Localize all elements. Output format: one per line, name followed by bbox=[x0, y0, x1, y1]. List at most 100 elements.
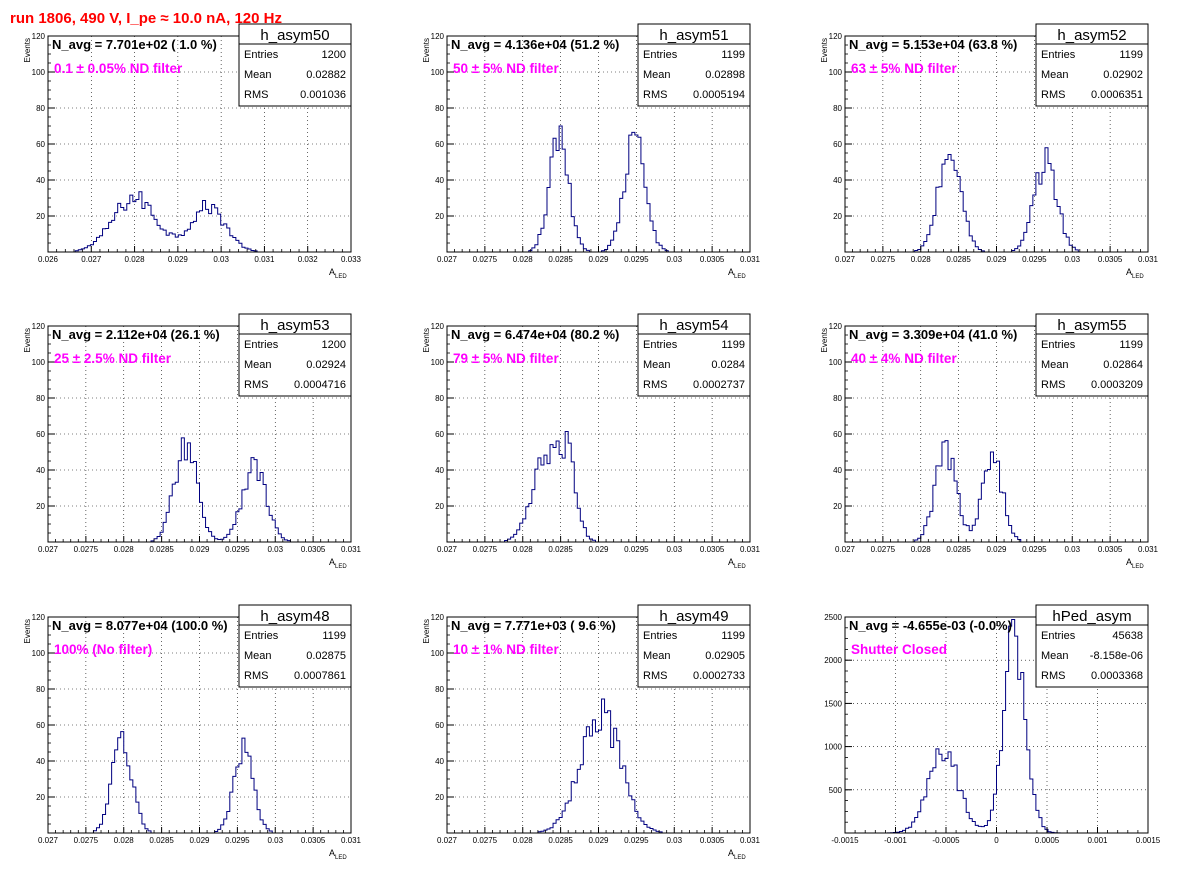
stats-title: h_asym53 bbox=[260, 317, 329, 334]
stats-value: 0.001036 bbox=[300, 89, 346, 101]
x-tick-label: 0.0275 bbox=[473, 836, 498, 845]
x-tick-label: 0.027 bbox=[38, 545, 59, 554]
navg-label: N_avg = 3.309e+04 (41.0 %) bbox=[849, 327, 1017, 342]
y-tick-label: 60 bbox=[36, 140, 45, 149]
x-tick-label: 0.029 bbox=[986, 255, 1007, 264]
y-tick-label: 80 bbox=[36, 104, 45, 113]
y-axis-label: Events bbox=[23, 38, 32, 62]
stats-title: h_asym52 bbox=[1057, 27, 1126, 44]
x-tick-label: 0.032 bbox=[298, 255, 319, 264]
stats-key: Entries bbox=[244, 49, 279, 61]
stats-value: 0.0002733 bbox=[693, 670, 745, 682]
y-tick-label: 20 bbox=[833, 502, 842, 511]
y-tick-label: 40 bbox=[833, 176, 842, 185]
x-tick-label: 0.0285 bbox=[149, 545, 174, 554]
histogram-bars bbox=[48, 191, 351, 253]
x-tick-label: 0.0015 bbox=[1136, 836, 1161, 845]
stats-title: hPed_asym bbox=[1052, 608, 1131, 625]
x-tick-label: 0.031 bbox=[1138, 255, 1159, 264]
x-tick-label: 0.0285 bbox=[946, 545, 971, 554]
x-tick-label: -0.0005 bbox=[932, 836, 960, 845]
histogram-panel-h_asym54: 0.027 0.0275 0.028 0.0285 0.029 0.0295 0.03 0.0… bbox=[422, 313, 761, 570]
x-tick-label: 0.028 bbox=[911, 545, 932, 554]
y-tick-label: 20 bbox=[36, 212, 45, 221]
x-tick-label: 0.03 bbox=[1064, 255, 1080, 264]
x-tick-label: 0.0295 bbox=[1022, 545, 1047, 554]
y-axis-label: Events bbox=[820, 38, 829, 62]
histogram-panel-h_asym51: 0.027 0.0275 0.028 0.0285 0.029 0.0295 0.03 0.0… bbox=[422, 23, 761, 280]
y-tick-label: 40 bbox=[435, 466, 444, 475]
y-tick-label: 80 bbox=[833, 394, 842, 403]
x-axis-label: ALED bbox=[329, 557, 347, 570]
x-tick-label: 0.0285 bbox=[548, 836, 573, 845]
x-tick-label: 0.028 bbox=[125, 255, 146, 264]
stats-value: 1199 bbox=[322, 630, 346, 642]
stats-box bbox=[637, 313, 751, 397]
stats-box bbox=[238, 604, 352, 688]
x-tick-label: 0.0275 bbox=[871, 255, 896, 264]
x-tick-label: 0.0285 bbox=[548, 545, 573, 554]
x-tick-label: 0.028 bbox=[513, 255, 534, 264]
y-axis-label: Events bbox=[422, 619, 431, 643]
x-tick-label: 0.0305 bbox=[700, 255, 725, 264]
x-axis-label-sub: LED bbox=[734, 274, 746, 280]
stats-title: h_asym48 bbox=[260, 608, 329, 625]
x-tick-label: 0.03 bbox=[666, 255, 682, 264]
stats-box bbox=[1035, 23, 1149, 107]
page-title: run 1806, 490 V, I_pe ≈ 10.0 nA, 120 Hz bbox=[10, 10, 282, 27]
x-tick-label: 0.0275 bbox=[74, 545, 99, 554]
y-tick-label: 40 bbox=[435, 176, 444, 185]
stats-key: RMS bbox=[1041, 670, 1065, 682]
x-tick-label: 0.03 bbox=[1064, 545, 1080, 554]
y-tick-label: 20 bbox=[36, 502, 45, 511]
x-tick-label: 0.0305 bbox=[1098, 545, 1123, 554]
y-tick-label: 100 bbox=[829, 358, 843, 367]
y-tick-label: 120 bbox=[431, 32, 445, 41]
x-tick-label: 0.0295 bbox=[1022, 255, 1047, 264]
x-tick-label: 0.027 bbox=[437, 545, 458, 554]
x-tick-label: 0.027 bbox=[38, 836, 59, 845]
y-tick-label: 100 bbox=[32, 649, 46, 658]
y-tick-label: 100 bbox=[431, 649, 445, 658]
y-axis-label: Events bbox=[422, 328, 431, 352]
y-tick-label: 120 bbox=[829, 32, 843, 41]
stats-key: Entries bbox=[1041, 49, 1076, 61]
stats-title: h_asym51 bbox=[659, 27, 728, 44]
x-tick-label: 0.027 bbox=[835, 255, 856, 264]
y-axis-label: Events bbox=[23, 619, 32, 643]
navg-label: N_avg = -4.655e-03 (-0.0%) bbox=[849, 618, 1012, 633]
y-tick-label: 20 bbox=[36, 793, 45, 802]
navg-label: N_avg = 4.136e+04 (51.2 %) bbox=[451, 37, 619, 52]
y-tick-label: 60 bbox=[833, 430, 842, 439]
x-tick-label: 0.027 bbox=[437, 836, 458, 845]
x-tick-label: 0.0275 bbox=[74, 836, 99, 845]
x-tick-label: 0.03 bbox=[267, 545, 283, 554]
x-tick-label: 0.0275 bbox=[473, 255, 498, 264]
stats-value: 1200 bbox=[322, 339, 346, 351]
x-tick-label: 0.0305 bbox=[1098, 255, 1123, 264]
x-tick-label: 0.03 bbox=[267, 836, 283, 845]
y-tick-label: 500 bbox=[829, 786, 843, 795]
y-axis-label: Events bbox=[422, 38, 431, 62]
x-tick-label: 0.027 bbox=[81, 255, 102, 264]
stats-key: RMS bbox=[643, 379, 667, 391]
y-axis-label: Events bbox=[820, 328, 829, 352]
navg-label: N_avg = 2.112e+04 (26.1 %) bbox=[52, 327, 220, 342]
stats-key: Entries bbox=[643, 630, 678, 642]
x-tick-label: 0.031 bbox=[740, 255, 761, 264]
stats-key: Entries bbox=[643, 49, 678, 61]
histogram-panel-h_asym49: 0.027 0.0275 0.028 0.0285 0.029 0.0295 0.03 0.0… bbox=[422, 604, 761, 861]
stats-key: Entries bbox=[244, 339, 279, 351]
stats-value: 0.0002737 bbox=[693, 379, 745, 391]
y-tick-label: 100 bbox=[32, 68, 46, 77]
stats-value: 1199 bbox=[721, 630, 745, 642]
filter-label: 0.1 ± 0.05% ND filter bbox=[54, 61, 183, 76]
stats-key: RMS bbox=[1041, 379, 1065, 391]
stats-key: RMS bbox=[244, 379, 268, 391]
y-tick-label: 60 bbox=[435, 140, 444, 149]
stats-title: h_asym55 bbox=[1057, 317, 1126, 334]
stats-value: 1199 bbox=[1119, 49, 1143, 61]
x-tick-label: 0.031 bbox=[254, 255, 275, 264]
stats-key: Entries bbox=[244, 630, 279, 642]
stats-value: 0.02864 bbox=[1103, 359, 1143, 371]
